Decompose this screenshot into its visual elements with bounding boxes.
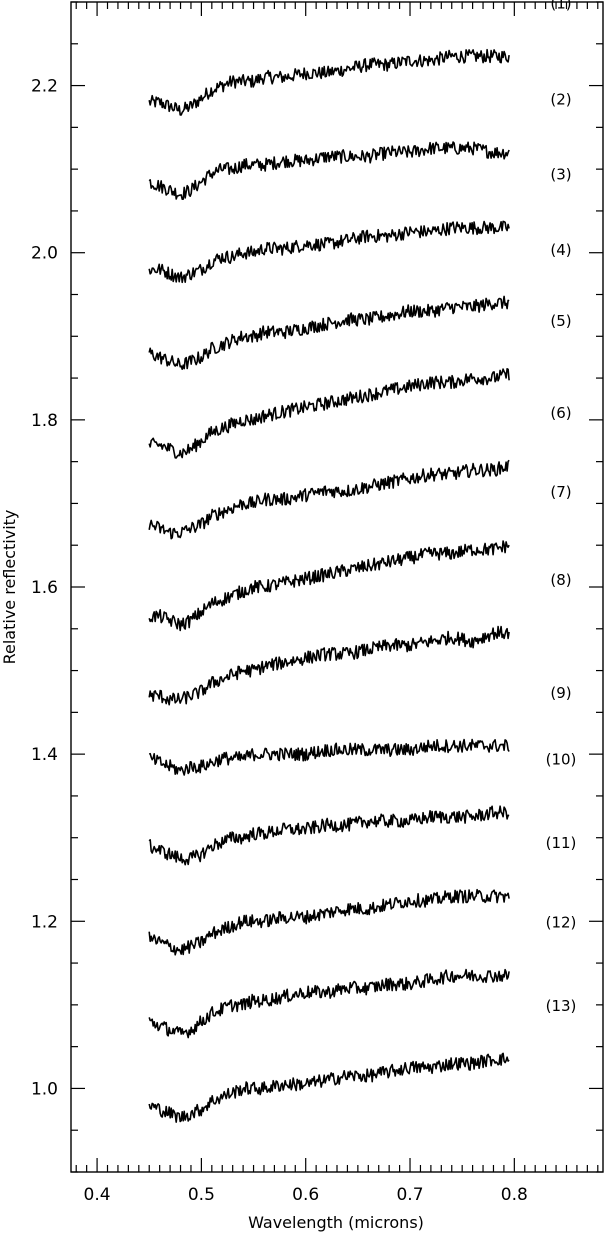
- series-line-10: [148, 805, 510, 866]
- series-line-3: [148, 220, 510, 284]
- series-label-6: (6): [550, 404, 571, 422]
- series-line-7: [148, 540, 510, 632]
- y-tick-label: 2.0: [31, 244, 58, 264]
- series-label-12: (12): [546, 914, 577, 932]
- series-label-8: (8): [550, 571, 571, 589]
- x-tick-label: 0.4: [84, 1185, 111, 1205]
- series-label-10: (10): [546, 751, 577, 769]
- x-tick-label: 0.5: [188, 1185, 215, 1205]
- series-label-5: (5): [550, 312, 571, 330]
- series-line-6: [148, 459, 510, 540]
- series-line-9: [148, 738, 510, 776]
- x-tick-label: 0.8: [501, 1185, 528, 1205]
- spectra-series: (1) (2) (3) (4) (5) (6) (7) (8) (9) (10) (11) (12) (…: [148, 0, 577, 1123]
- y-tick-label: 1.4: [31, 745, 58, 765]
- series-label-2: (2): [550, 90, 571, 108]
- y-tick-label: 2.2: [31, 77, 58, 97]
- series-label-13: (13): [546, 997, 577, 1015]
- series-line-8: [148, 625, 510, 706]
- series-label-7: (7): [550, 483, 571, 501]
- series-line-13: [148, 1052, 510, 1123]
- plot-frame: [70, 1, 604, 1173]
- series-line-5: [148, 367, 510, 459]
- series-line-4: [148, 295, 510, 371]
- series-line-1: [148, 48, 510, 116]
- x-tick-label: 0.6: [292, 1185, 319, 1205]
- axis-ticks: 0.4 0.5 0.6 0.7 0.8 1.0 1.2 1.4 1.6 1.8 2.0 2.2: [31, 1, 603, 1205]
- series-label-11: (11): [546, 834, 577, 852]
- series-line-12: [148, 968, 510, 1039]
- x-axis-title: Wavelength (microns): [248, 1213, 424, 1232]
- series-line-2: [148, 141, 510, 200]
- y-tick-label: 1.0: [31, 1079, 58, 1099]
- y-tick-label: 1.8: [31, 411, 58, 431]
- series-label-3: (3): [550, 166, 571, 184]
- series-label-1: (1): [550, 0, 571, 12]
- series-label-9: (9): [550, 684, 571, 702]
- y-axis-title: Relative reflectivity: [0, 510, 19, 665]
- series-label-4: (4): [550, 241, 571, 259]
- y-tick-label: 1.6: [31, 578, 58, 598]
- series-line-11: [148, 888, 510, 956]
- x-tick-label: 0.7: [396, 1185, 423, 1205]
- y-tick-label: 1.2: [31, 912, 58, 932]
